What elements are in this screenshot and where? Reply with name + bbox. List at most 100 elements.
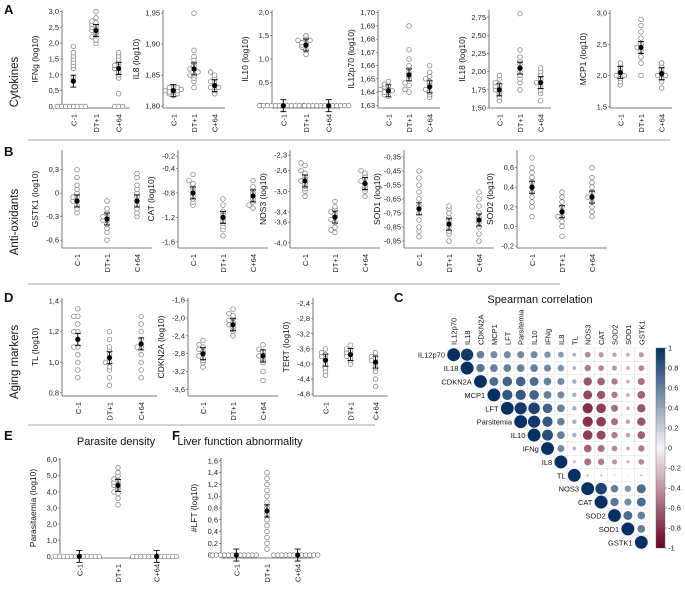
- data-point: [298, 160, 304, 166]
- mean-marker: [347, 351, 354, 358]
- correlation-circle: [625, 432, 631, 438]
- data-point: [559, 218, 565, 225]
- data-point: [226, 310, 232, 317]
- data-point: [416, 196, 422, 202]
- parasite-plot: 0,0 1,0 2,0 3,0 4,0 5,0 6,0 Parasitaemia (log10…: [28, 455, 180, 583]
- data-point: [186, 177, 192, 184]
- data-point: [104, 237, 110, 243]
- data-point: [264, 528, 270, 535]
- data-point: [70, 50, 76, 56]
- data-point: [538, 65, 544, 71]
- group-label: C-1: [528, 254, 537, 266]
- data-point: [476, 203, 482, 209]
- heatmap-row-label: IL12p70: [418, 351, 445, 360]
- heatmap-col-label: IL18: [463, 330, 472, 345]
- y-tick-label: -0,2: [501, 242, 514, 251]
- y-tick-label: 1,5: [597, 102, 607, 111]
- y-tick-label: 2,25: [471, 49, 486, 58]
- correlation-circle: [487, 388, 501, 402]
- data-point: [246, 202, 252, 208]
- panel-label-c: C: [394, 290, 404, 305]
- data-point: [138, 321, 144, 327]
- y-tick-label: -3,6: [274, 218, 287, 227]
- correlation-circle: [596, 430, 606, 440]
- data-point: [476, 196, 482, 202]
- mean-marker: [659, 71, 665, 77]
- data-point: [362, 193, 368, 200]
- correlation-circle: [637, 404, 646, 413]
- data-point: [130, 553, 136, 560]
- group-label: C+64: [153, 564, 162, 582]
- data-point: [208, 69, 214, 75]
- data-point: [120, 103, 126, 110]
- data-point: [372, 376, 379, 382]
- data-point: [106, 344, 113, 350]
- data-point: [174, 84, 180, 91]
- correlation-circle: [582, 416, 593, 427]
- correlation-circle: [625, 366, 630, 371]
- data-point: [559, 194, 565, 200]
- data-point: [303, 33, 309, 39]
- data-point: [75, 359, 81, 365]
- data-point: [115, 465, 121, 471]
- y-tick-label: 3,0: [47, 504, 57, 513]
- correlation-circle: [460, 348, 474, 361]
- tl-plot: 0,8 1,0 1,2 1,4 TL (log10) C-1 DT+1 C+64: [30, 297, 157, 421]
- y-tick-label: 2,5: [597, 40, 607, 49]
- correlation-circle: [640, 474, 643, 477]
- data-point: [298, 167, 304, 174]
- y-tick-label: -0,8: [162, 188, 175, 197]
- data-point: [134, 344, 140, 350]
- data-point: [200, 364, 206, 370]
- data-point: [96, 553, 102, 560]
- y-tick-label: 1,2: [208, 480, 218, 489]
- correlation-circle: [610, 418, 619, 426]
- correlation-circle: [567, 468, 581, 482]
- y-tick-label: -0,85: [384, 223, 401, 232]
- data-point: [559, 199, 565, 205]
- heatmap-col-label: IL12p70: [450, 318, 459, 345]
- correlation-circle: [572, 446, 577, 451]
- correlation-circle: [637, 377, 645, 386]
- data-point: [209, 552, 215, 558]
- correlation-circle: [460, 361, 474, 375]
- y-tick-label: 0,2: [208, 539, 218, 548]
- y-tick-label: 1,67: [360, 48, 375, 57]
- data-point: [106, 374, 113, 381]
- y-tick-label: 2,0: [47, 520, 57, 529]
- y-tick-label: 1,5: [259, 31, 269, 40]
- data-point: [74, 182, 80, 188]
- group-label: DT+1: [103, 254, 112, 273]
- data-point: [134, 170, 140, 177]
- correlation-circle: [581, 482, 595, 496]
- correlation-circle: [530, 351, 538, 359]
- group-label: C+64: [259, 402, 268, 420]
- data-point: [264, 475, 270, 482]
- data-point: [111, 489, 117, 495]
- mean-marker: [372, 359, 379, 365]
- data-point: [529, 204, 535, 210]
- mean-marker: [385, 88, 391, 94]
- correlation-circle: [625, 392, 630, 397]
- correlation-circle: [543, 364, 552, 372]
- data-point: [264, 481, 270, 488]
- y-tick-label: 2,0: [49, 39, 59, 48]
- mean-marker: [170, 88, 176, 94]
- group-label: C-1: [322, 402, 331, 414]
- data-point: [260, 377, 266, 384]
- data-point: [71, 313, 77, 320]
- data-point: [115, 469, 121, 476]
- data-point: [517, 87, 523, 93]
- group-label: C-1: [169, 114, 178, 126]
- y-tick-label: -3,0: [274, 187, 287, 196]
- heatmap-col-label: SOD2: [611, 325, 620, 345]
- panel-label-d: D: [4, 290, 13, 305]
- section-title-antioxidants: Anti-oxidants: [9, 189, 21, 256]
- data-point: [372, 383, 379, 390]
- y-tick-label: 1,90: [145, 40, 160, 49]
- data-point: [264, 540, 270, 546]
- y-tick-label: 1,65: [360, 74, 375, 83]
- data-point: [358, 167, 364, 174]
- data-point: [52, 553, 58, 560]
- correlation-circle: [572, 366, 577, 371]
